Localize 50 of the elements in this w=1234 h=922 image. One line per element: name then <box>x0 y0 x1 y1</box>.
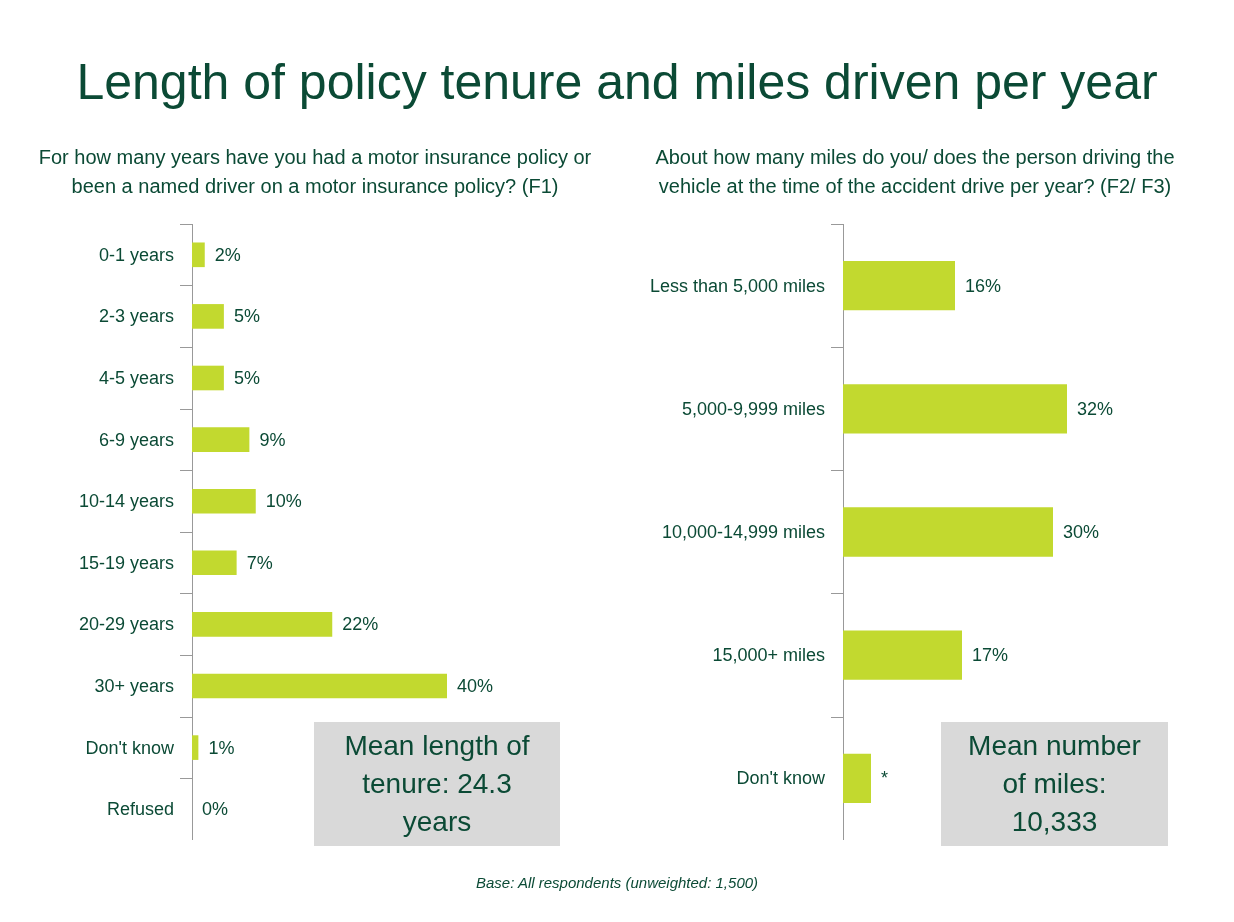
chart-subtitle: For how many years have you had a motor insurance policy or been a named driver on a motor insurance policy? (F1) <box>37 145 593 199</box>
y-tick-label: Less than 5,000 miles <box>649 275 825 296</box>
y-tick-label: 15,000+ miles <box>712 645 825 666</box>
data-label: 9% <box>259 429 286 450</box>
data-label: 32% <box>1077 398 1114 419</box>
data-label: 10% <box>265 491 302 512</box>
y-tick-label: Don't know <box>736 768 826 789</box>
y-tick-label: 2-3 years <box>98 306 174 327</box>
y-tick-label: 10-14 years <box>78 491 174 512</box>
y-tick-label: 10,000-14,999 miles <box>661 522 825 542</box>
y-tick-label: 0-1 years <box>98 244 174 265</box>
y-tick-label: Don't know <box>85 737 175 758</box>
bar <box>192 242 205 268</box>
data-label: 40% <box>457 676 494 696</box>
y-tick-label: 5,000-9,999 miles <box>681 398 825 419</box>
data-label: 16% <box>965 275 1002 296</box>
bar <box>843 507 1053 557</box>
data-label: 7% <box>246 552 273 573</box>
bar <box>192 673 447 699</box>
bar <box>192 550 237 576</box>
bar <box>192 304 224 329</box>
chart-subtitle: About how many miles do you/ does the person driving the vehicle at the time of the accident drive per year? (F2/ F3) <box>654 145 1176 199</box>
y-tick-label: 20-29 years <box>78 614 174 635</box>
bar <box>192 488 256 514</box>
text: Base: All respondents (unweighted: 1,500) <box>474 874 760 891</box>
data-label: 30% <box>1063 522 1100 542</box>
data-label: 0% <box>202 799 229 820</box>
bar <box>192 735 199 760</box>
annotation: Mean length of tenure: 24.3 years <box>343 729 531 839</box>
bar <box>843 260 955 311</box>
y-tick-label: Refused <box>106 799 174 820</box>
data-label: 2% <box>214 244 241 265</box>
bar <box>192 365 224 391</box>
y-tick-label: 6-9 years <box>98 429 174 450</box>
data-label: 17% <box>972 645 1009 666</box>
bar <box>843 384 1067 434</box>
bar <box>192 427 250 452</box>
data-label: * <box>881 768 889 789</box>
bar <box>843 753 871 804</box>
y-tick-label: 15-19 years <box>78 552 174 573</box>
bar <box>192 612 333 637</box>
text: Length of policy tenure and miles driven per year <box>75 53 1159 112</box>
annotation: Mean number of miles: 10,333 <box>967 729 1142 839</box>
y-tick-label: 4-5 years <box>98 368 174 388</box>
data-label: 1% <box>208 737 235 758</box>
y-tick-label: 30+ years <box>94 676 174 696</box>
bar <box>843 630 962 680</box>
data-label: 22% <box>342 614 379 635</box>
data-label: 5% <box>233 306 260 327</box>
data-label: 5% <box>233 368 260 388</box>
